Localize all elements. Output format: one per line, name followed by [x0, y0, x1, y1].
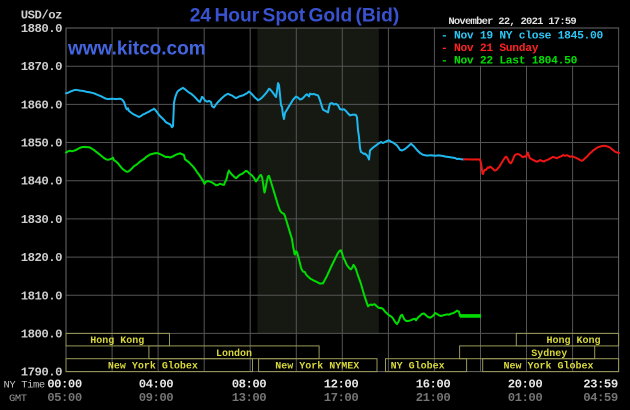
svg-text:17:00: 17:00	[324, 391, 359, 405]
svg-text:New York Globex: New York Globex	[503, 361, 593, 373]
svg-text:20:00: 20:00	[508, 378, 543, 392]
svg-text:GMT: GMT	[9, 393, 27, 405]
svg-text:1800.0: 1800.0	[21, 327, 62, 341]
svg-text:1790.0: 1790.0	[21, 366, 62, 380]
svg-text:1850.0: 1850.0	[21, 137, 62, 151]
svg-text:NY Time: NY Time	[4, 380, 45, 392]
svg-text:1840.0: 1840.0	[21, 175, 62, 189]
svg-text:12:00: 12:00	[324, 378, 359, 392]
svg-text:13:00: 13:00	[232, 391, 267, 405]
svg-text:1820.0: 1820.0	[21, 251, 62, 265]
svg-text:USD/oz: USD/oz	[21, 9, 62, 23]
svg-text:New York Globex: New York Globex	[108, 361, 198, 373]
svg-text:November 22, 2021 17:59: November 22, 2021 17:59	[448, 16, 576, 28]
svg-text:- Nov 22 Last 1804.50: - Nov 22 Last 1804.50	[441, 56, 578, 68]
svg-text:Hong Kong: Hong Kong	[90, 336, 144, 347]
svg-text:New York NYMEX: New York NYMEX	[275, 361, 359, 373]
svg-text:1810.0: 1810.0	[21, 289, 62, 303]
svg-text:16:00: 16:00	[416, 378, 451, 392]
svg-text:04:00: 04:00	[139, 378, 174, 392]
svg-text:04:59: 04:59	[583, 391, 618, 405]
svg-text:05:00: 05:00	[47, 391, 82, 405]
svg-text:00:00: 00:00	[47, 378, 82, 392]
svg-text:Sydney: Sydney	[531, 348, 567, 360]
svg-text:1860.0: 1860.0	[21, 98, 62, 112]
svg-text:08:00: 08:00	[232, 378, 267, 392]
svg-text:23:59: 23:59	[583, 378, 618, 392]
svg-text:01:00: 01:00	[508, 391, 543, 405]
svg-text:09:00: 09:00	[139, 391, 174, 405]
svg-text:24 Hour Spot Gold (Bid): 24 Hour Spot Gold (Bid)	[190, 6, 399, 27]
svg-text:London: London	[216, 348, 252, 360]
svg-text:- Nov 19 NY close 1845.00: - Nov 19 NY close 1845.00	[441, 30, 604, 42]
svg-text:21:00: 21:00	[416, 391, 451, 405]
svg-text:www.kitco.com: www.kitco.com	[67, 39, 206, 60]
svg-text:1880.0: 1880.0	[21, 22, 62, 36]
svg-text:- Nov 21 Sunday: - Nov 21 Sunday	[441, 43, 539, 55]
svg-text:NY Globex: NY Globex	[391, 361, 445, 373]
svg-text:Hong Kong: Hong Kong	[546, 336, 600, 347]
svg-text:1830.0: 1830.0	[21, 213, 62, 227]
svg-text:1870.0: 1870.0	[21, 60, 62, 74]
